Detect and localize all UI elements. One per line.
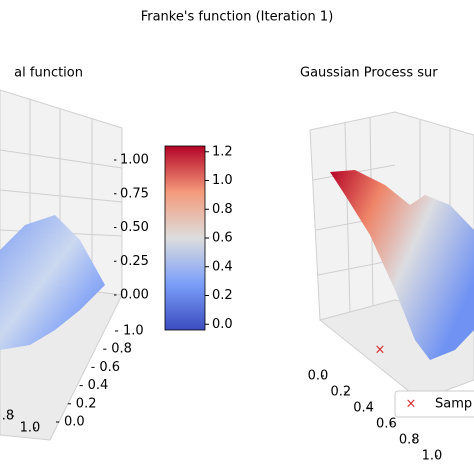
left-subplot-title: al function: [14, 66, 83, 81]
tick-label: 0.4: [353, 401, 374, 416]
figure-title: Franke's function (Iteration 1): [141, 10, 334, 25]
tick-label: 0.75: [120, 186, 149, 201]
tick-label: 1.0: [123, 324, 144, 339]
colorbar: [164, 145, 206, 331]
right-axes-panes: ×: [309, 111, 474, 401]
tick-label: .8: [2, 409, 14, 424]
tick-label: 0.8: [399, 433, 420, 448]
colorbar-tick-label: 0.4: [212, 259, 233, 274]
colorbar-tick-label: 0.2: [212, 288, 233, 303]
colorbar-tick-label: 1.0: [212, 173, 233, 188]
tick-label: 0.4: [88, 378, 109, 393]
colorbar-tick-label: 0.6: [212, 231, 233, 246]
tick-label: 1.00: [120, 153, 149, 168]
tick-label: 0.2: [330, 385, 351, 400]
tick-label: 1.0: [422, 449, 443, 464]
tick-label: 0.0: [64, 415, 85, 430]
right-subplot-title: Gaussian Process sur: [300, 66, 438, 81]
tick-label: 0.2: [76, 396, 97, 411]
tick-label: 0.25: [120, 254, 149, 269]
legend-marker: ×: [406, 397, 417, 412]
legend-box: [394, 390, 474, 418]
tick-label: 0.00: [120, 288, 149, 303]
tick-label: 0.6: [376, 417, 397, 432]
tick-label: 1.0: [20, 421, 41, 436]
legend-label: Samp: [435, 397, 472, 412]
colorbar-tick-label: 0.8: [212, 202, 233, 217]
tick-label: 0.6: [99, 360, 120, 375]
sample-marker: ×: [375, 343, 386, 358]
colorbar-tick-label: 1.2: [212, 144, 233, 159]
tick-label: 0.8: [111, 342, 132, 357]
colorbar-tick-label: 0.0: [212, 317, 233, 332]
tick-label: 0.0: [308, 369, 329, 384]
left-axes-panes: [0, 89, 123, 441]
tick-label: 0.50: [120, 220, 149, 235]
